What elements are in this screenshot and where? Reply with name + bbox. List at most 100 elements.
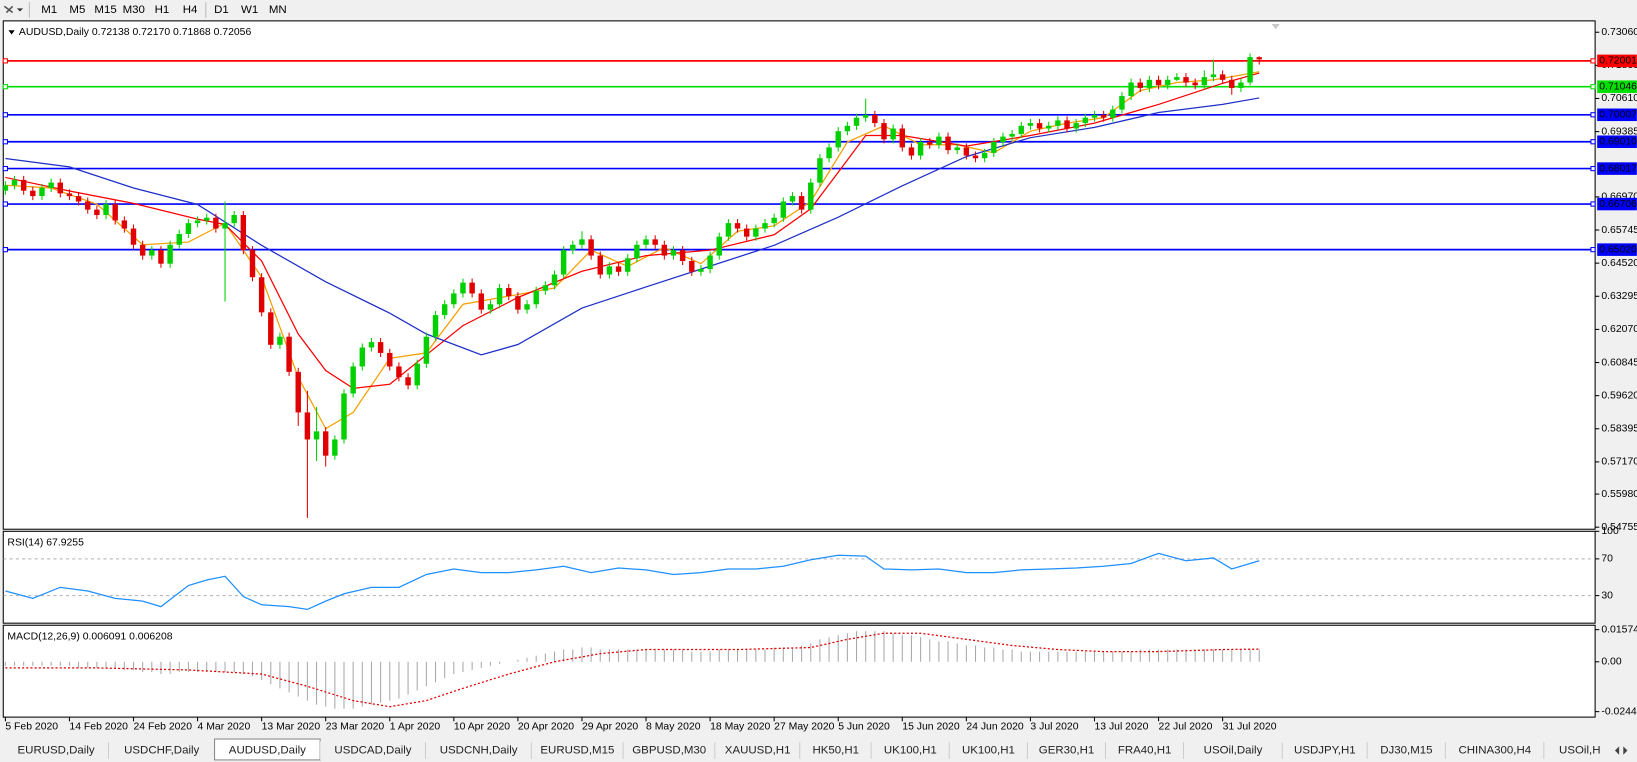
candle-body xyxy=(1183,77,1189,83)
chart-tab[interactable]: USDJPY,H1 xyxy=(1282,741,1368,760)
toolbar-icon[interactable] xyxy=(3,5,24,14)
chart-tab[interactable]: USDCHF,Daily xyxy=(108,741,216,760)
y-tick-label: 0.73060 xyxy=(1601,27,1637,38)
timeframe-button[interactable]: MN xyxy=(264,1,292,19)
x-tick-label: 31 Jul 2020 xyxy=(1223,721,1277,732)
candle-body xyxy=(991,142,997,153)
chart-tab[interactable]: EURUSD,Daily xyxy=(3,741,110,760)
chart-tab[interactable]: USOil,H xyxy=(1544,741,1616,760)
timeframe-button[interactable]: D1 xyxy=(207,1,235,19)
indicator-title: AUDUSD,Daily 0.72138 0.72170 0.71868 0.7… xyxy=(19,27,252,38)
level-price-label: 0.72001 xyxy=(1599,56,1637,67)
x-tick-label: 23 Mar 2020 xyxy=(326,721,385,732)
candle-body xyxy=(753,228,759,237)
chart-tab[interactable]: HK50,H1 xyxy=(800,741,872,760)
x-tick-label: 20 Apr 2020 xyxy=(518,721,574,732)
chart-tab[interactable]: UK100,H1 xyxy=(949,741,1028,760)
timeframe-label: MN xyxy=(269,4,287,16)
chart-tab[interactable]: FRA40,H1 xyxy=(1105,741,1185,760)
timeframe-button[interactable]: H4 xyxy=(176,1,204,19)
y-tick-label: 70 xyxy=(1601,554,1613,565)
candle-body xyxy=(460,282,466,294)
y-tick-label: 0.00 xyxy=(1601,657,1621,668)
timeframe-button-box xyxy=(176,1,204,19)
indicator-line xyxy=(5,552,1260,611)
x-tick-label: 8 May 2020 xyxy=(646,721,701,732)
chart-tab[interactable]: DJ30,M15 xyxy=(1367,741,1446,760)
candle-body xyxy=(789,196,796,202)
candle-body xyxy=(1229,79,1235,88)
candle-body xyxy=(908,147,915,156)
level-handle xyxy=(2,84,8,90)
timeframe-button[interactable]: W1 xyxy=(236,1,264,19)
indicator-title: MACD(12,26,9) 0.006091 0.006208 xyxy=(7,631,172,642)
chart-tab[interactable]: USOil,Daily xyxy=(1183,741,1283,760)
candle-body xyxy=(945,136,951,151)
dropdown-arrow xyxy=(16,8,24,12)
chart-tab[interactable]: USDCNH,Daily xyxy=(425,741,532,760)
timeframe-button-box xyxy=(236,1,264,19)
candle-body xyxy=(313,431,320,440)
candle-body xyxy=(268,312,274,345)
chart-tab[interactable]: CHINA300,H4 xyxy=(1445,741,1545,760)
chart-tab[interactable]: GBPUSD,M30 xyxy=(623,741,716,760)
timeframe-label: M1 xyxy=(41,4,57,16)
level-price-label: 0.71046 xyxy=(1599,81,1637,92)
chart-tab-label: DJ30,M15 xyxy=(1380,745,1432,757)
chart-tab-label: EURUSD,Daily xyxy=(18,745,95,757)
candle-body xyxy=(167,244,173,264)
candle-body xyxy=(1055,120,1061,126)
chart-tab[interactable]: AUDUSD,Daily xyxy=(214,738,321,761)
chart-tab-box xyxy=(715,741,801,760)
candle-body xyxy=(1155,79,1162,86)
candle-body xyxy=(579,239,585,245)
chart-tab-box xyxy=(1282,741,1368,760)
candle-body xyxy=(762,223,768,229)
chart-tab-box xyxy=(623,741,716,760)
candle-body xyxy=(734,223,741,229)
tab-scroll[interactable] xyxy=(1607,741,1635,760)
chart-tab-box xyxy=(1105,741,1184,760)
candle-body xyxy=(817,158,823,183)
chart-tab[interactable]: XAUUSD,H1 xyxy=(715,741,801,760)
macd-panel xyxy=(2,624,1596,718)
chart-tab-label: AUDUSD,Daily xyxy=(229,745,306,757)
timeframe-button[interactable]: M15 xyxy=(91,1,120,19)
candle-body xyxy=(661,244,668,256)
indicator-line xyxy=(5,72,1260,389)
candle-body xyxy=(936,136,942,145)
candle-body xyxy=(377,342,384,353)
candle-body xyxy=(1247,57,1253,83)
chart-tab-label: UK100,H1 xyxy=(884,745,937,757)
candle-body xyxy=(808,182,814,210)
timeframe-button[interactable]: M5 xyxy=(63,1,91,19)
candle-body xyxy=(1119,96,1125,110)
chart-tab[interactable]: UK100,H1 xyxy=(871,741,950,760)
candle-body xyxy=(258,277,265,313)
level-price-label: 0.68017 xyxy=(1599,163,1637,174)
chart-tab[interactable]: EURUSD,M15 xyxy=(531,741,624,760)
chart-tab[interactable]: GER30,H1 xyxy=(1027,741,1107,760)
timeframe-button[interactable]: M1 xyxy=(35,1,63,19)
candle-body xyxy=(533,290,539,305)
chart-tab-box xyxy=(320,741,426,760)
candle-body xyxy=(103,204,109,216)
x-tick-label: 29 Apr 2020 xyxy=(582,721,638,732)
timeframe-label: H1 xyxy=(155,4,170,16)
chart-line: RSI(14) 67.9255 100 70 30 xyxy=(3,526,1619,611)
y-tick-label: 0.60845 xyxy=(1601,357,1637,368)
candle-body xyxy=(396,366,402,378)
timeframe-button[interactable]: M30 xyxy=(120,1,148,19)
candle-body xyxy=(85,201,91,210)
level-handle xyxy=(1590,247,1596,253)
candle-body xyxy=(826,147,832,159)
candle-body xyxy=(1036,123,1043,129)
candle-body xyxy=(94,209,100,216)
timeframe-button[interactable]: H1 xyxy=(148,1,176,19)
y-tick-label: 0.55980 xyxy=(1601,489,1637,500)
chart-tab[interactable]: USDCAD,Daily xyxy=(320,741,427,760)
candle-body xyxy=(20,179,27,191)
y-tick-label: 0.69385 xyxy=(1601,126,1637,137)
chart-tab-box xyxy=(1445,741,1545,760)
candle-body xyxy=(698,269,704,272)
